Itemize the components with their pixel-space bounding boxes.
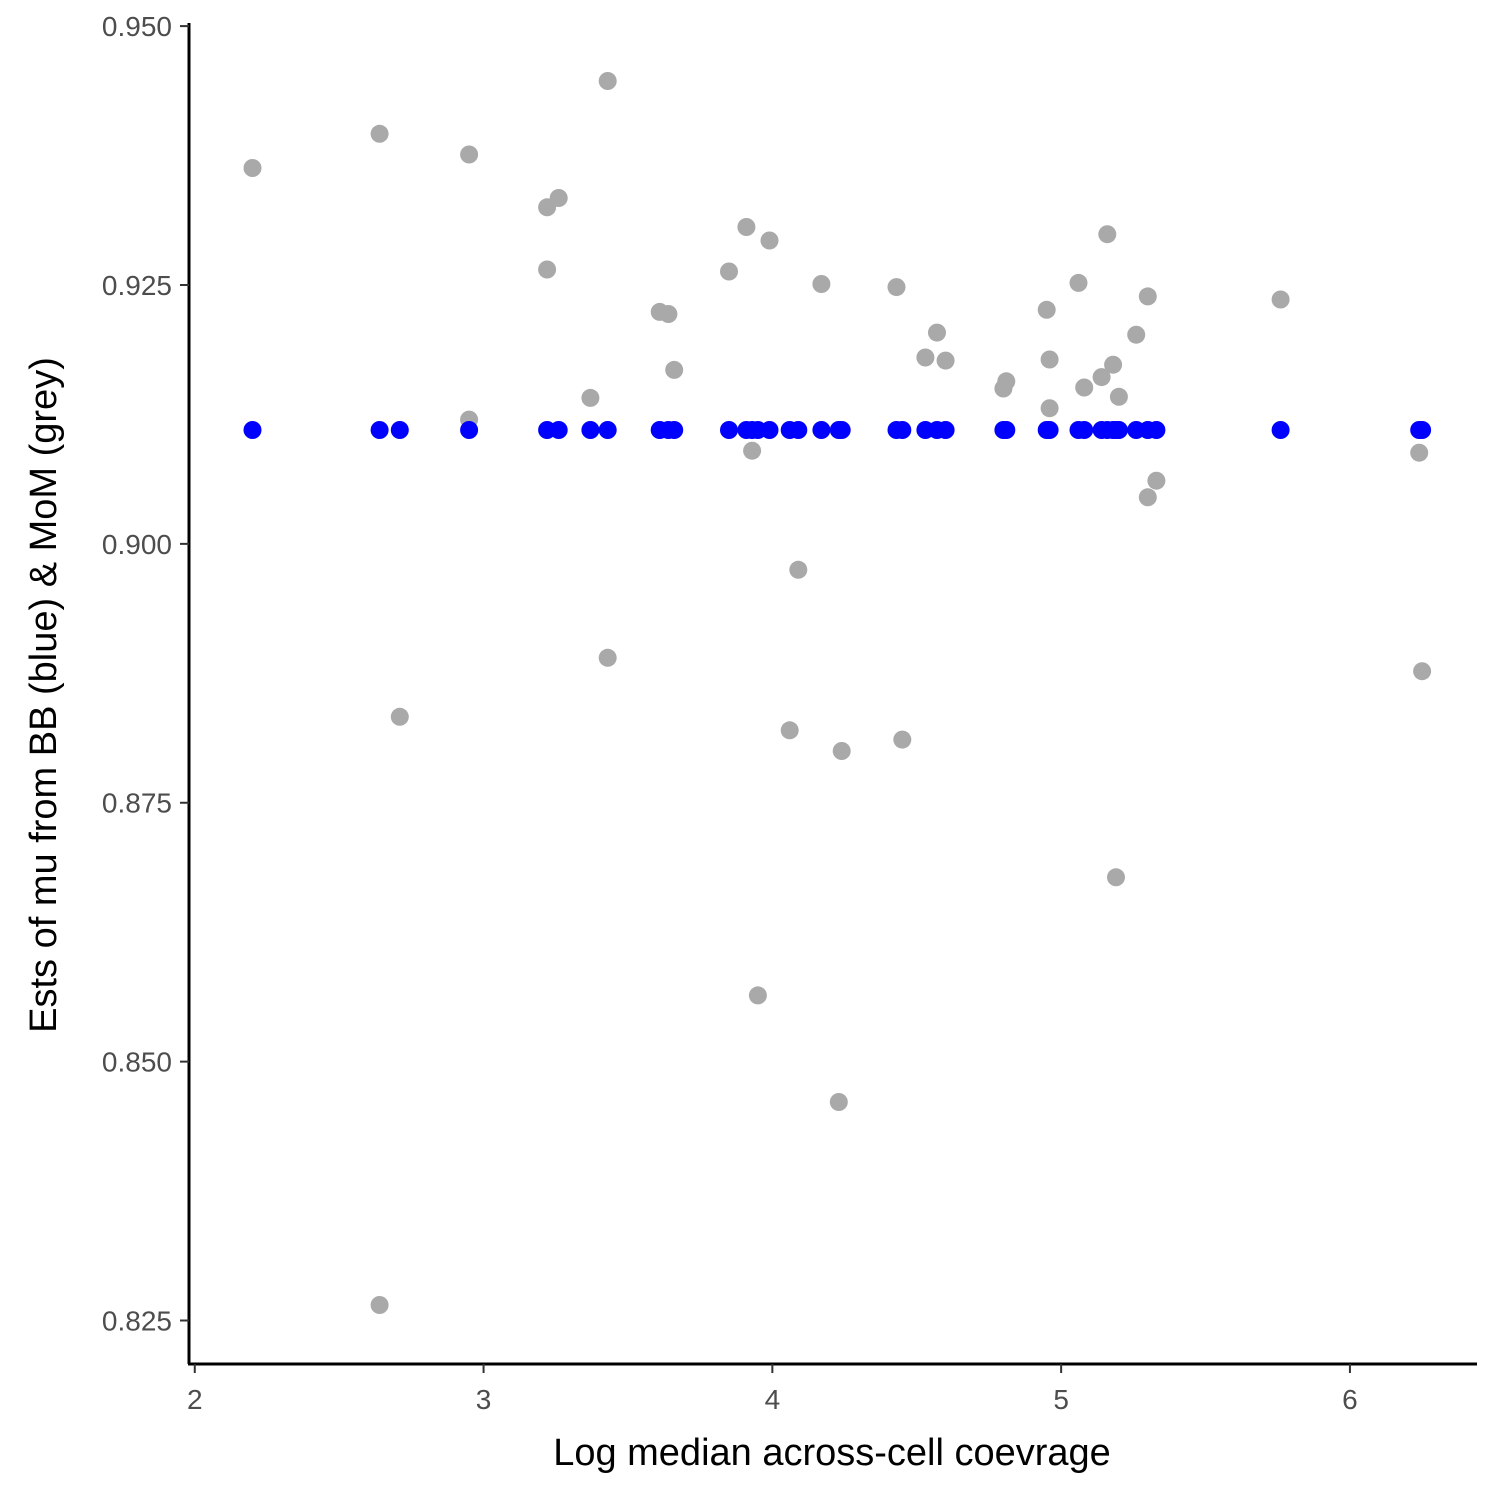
data-point (1107, 868, 1125, 887)
data-point (737, 218, 756, 236)
y-tick-label: 0.850 (102, 1047, 172, 1078)
data-point (916, 348, 935, 367)
data-point (598, 421, 617, 439)
data-point (1037, 300, 1056, 319)
x-tick-label: 2 (187, 1384, 203, 1415)
data-point (1040, 421, 1059, 439)
data-point (1098, 225, 1117, 244)
data-point (1413, 662, 1432, 681)
data-point (390, 421, 409, 439)
data-point (997, 421, 1016, 439)
data-point (598, 648, 617, 667)
data-point (665, 360, 684, 379)
data-point (720, 262, 738, 281)
data-point (936, 351, 955, 370)
x-axis-title: Log median across-cell coevrage (553, 1432, 1111, 1474)
y-tick-label: 0.825 (102, 1306, 172, 1337)
data-point (598, 72, 617, 90)
data-point (720, 421, 738, 439)
y-tick-label: 0.950 (102, 11, 172, 42)
data-point (812, 275, 831, 293)
data-point (760, 421, 779, 439)
data-point (1075, 378, 1094, 397)
data-point (370, 421, 389, 439)
y-tick-label: 0.925 (102, 270, 172, 301)
data-point (928, 323, 946, 342)
data-point (1271, 421, 1290, 439)
y-tick-label: 0.875 (102, 788, 172, 819)
data-point (460, 145, 479, 164)
data-point (1092, 368, 1111, 387)
data-point (997, 372, 1016, 391)
data-point (538, 260, 557, 279)
data-point (1413, 421, 1432, 439)
data-point (1040, 350, 1059, 369)
data-point (789, 421, 808, 439)
data-point (812, 421, 831, 439)
data-point (549, 189, 568, 207)
data-point (581, 421, 600, 439)
data-point (1147, 471, 1166, 490)
data-point (549, 421, 568, 439)
data-point (789, 560, 808, 579)
data-point (893, 421, 912, 439)
data-point (665, 421, 684, 439)
data-point (659, 305, 678, 323)
data-point (370, 124, 389, 143)
data-point (1075, 421, 1094, 439)
data-point (760, 231, 779, 250)
y-tick-label: 0.900 (102, 529, 172, 560)
points-layer (243, 72, 1432, 1314)
data-point (829, 1093, 848, 1111)
x-tick-label: 6 (1342, 1384, 1358, 1415)
data-point (1138, 287, 1157, 306)
data-point (1271, 290, 1290, 309)
data-point (1109, 421, 1128, 439)
y-axis-ticks: 0.825 0.850 0.875 0.900 0.925 0.950 (102, 11, 189, 1337)
data-point (370, 1296, 389, 1314)
data-point (1109, 387, 1128, 406)
x-tick-label: 5 (1053, 1384, 1069, 1415)
data-point (1040, 399, 1059, 418)
data-point (832, 421, 851, 439)
x-tick-label: 3 (476, 1384, 492, 1415)
data-point (743, 441, 762, 460)
data-point (1069, 273, 1088, 292)
x-tick-label: 4 (765, 1384, 781, 1415)
data-point (832, 742, 851, 760)
data-point (243, 159, 262, 177)
data-point (243, 421, 262, 439)
data-point (893, 730, 912, 749)
data-point (1147, 421, 1166, 439)
data-point (460, 421, 479, 439)
data-point (887, 278, 906, 297)
data-point (581, 388, 600, 407)
data-point (1127, 325, 1146, 344)
data-point (748, 986, 767, 1005)
data-point (1138, 488, 1157, 507)
data-point (390, 707, 409, 726)
data-point (1104, 355, 1123, 374)
data-point (780, 721, 799, 740)
x-axis-ticks: 2 3 4 5 6 (187, 1364, 1358, 1415)
y-axis-title: Ests of mu from BB (blue) & MoM (grey) (23, 357, 65, 1033)
data-point (1410, 443, 1429, 462)
data-point (936, 421, 955, 439)
